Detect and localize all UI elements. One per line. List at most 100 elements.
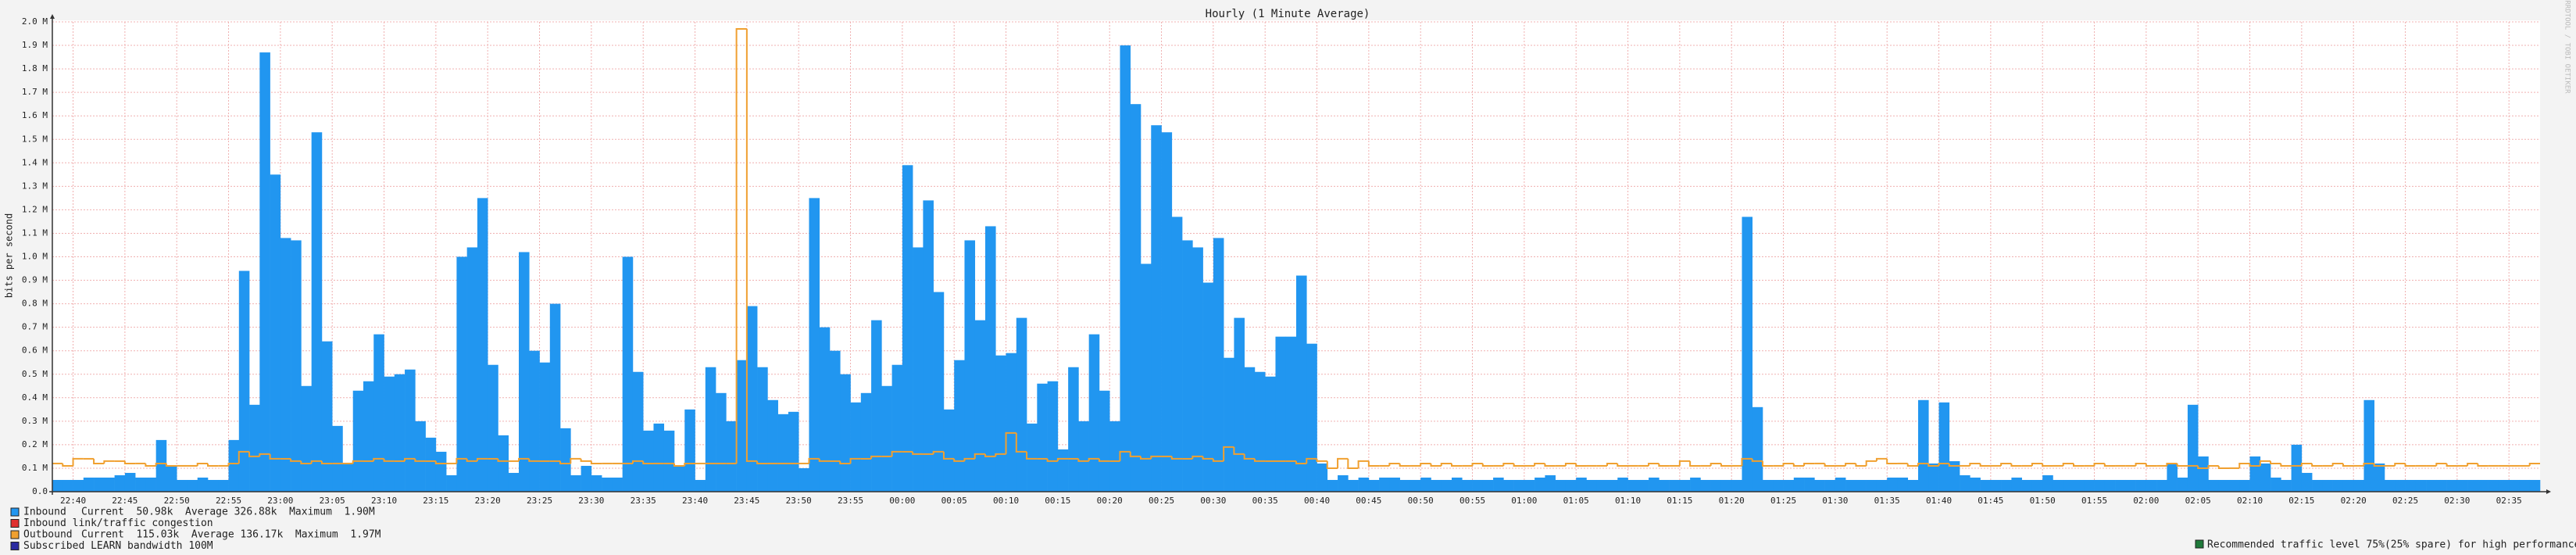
bar <box>1524 479 1535 492</box>
bar <box>2001 479 2012 492</box>
y-tick-label: 0.8 M <box>22 299 48 309</box>
step-line <box>1077 458 1089 462</box>
bar <box>508 472 520 492</box>
x-tick-label: 01:55 <box>2081 496 2107 506</box>
bar <box>2011 477 2022 492</box>
bar <box>529 350 540 492</box>
step-line <box>1056 457 1069 461</box>
step-line <box>2207 464 2219 468</box>
bar <box>2208 479 2220 492</box>
step-line <box>1534 462 1545 466</box>
bar <box>1513 479 1525 492</box>
step-line <box>2528 462 2540 466</box>
step-line <box>1440 462 1452 466</box>
bar <box>1431 479 1442 492</box>
bar <box>218 479 229 492</box>
step-line <box>995 453 1006 457</box>
bar <box>2509 479 2520 492</box>
bar <box>311 132 323 492</box>
y-tick-label: 0.6 M <box>22 346 48 356</box>
bar <box>1793 477 1805 492</box>
bar <box>1720 479 1732 492</box>
x-tick-label: 01:15 <box>1667 496 1692 506</box>
bar <box>1659 479 1670 492</box>
bar <box>1876 479 1888 492</box>
bar <box>902 165 913 492</box>
bar <box>2415 479 2427 492</box>
bar <box>1224 357 1234 492</box>
bar <box>602 477 613 492</box>
bar <box>943 409 955 492</box>
x-tick-label: 01:45 <box>1978 496 2003 506</box>
bar <box>2229 479 2240 492</box>
bar <box>1099 390 1110 492</box>
bar <box>2249 456 2261 492</box>
bar <box>2426 479 2437 492</box>
bar <box>155 439 167 492</box>
bar <box>166 465 177 492</box>
step-line <box>963 457 975 461</box>
x-tick-label: 22:55 <box>216 496 241 506</box>
x-tick-label: 01:10 <box>1615 496 1641 506</box>
step-line <box>1243 453 1255 460</box>
step-line <box>2435 462 2447 466</box>
bar <box>52 479 63 492</box>
x-tick-label: 00:30 <box>1200 496 1226 506</box>
bar <box>1535 477 1545 492</box>
step-line <box>290 458 302 462</box>
step-line <box>684 462 695 466</box>
bar <box>809 198 820 492</box>
bar <box>1866 479 1878 492</box>
bar <box>881 385 892 492</box>
step-line <box>1430 463 1442 467</box>
bar <box>1690 477 1701 492</box>
bar <box>1306 343 1317 492</box>
step-line <box>165 463 177 467</box>
step-line <box>2166 462 2178 466</box>
bar <box>1244 367 1256 492</box>
y-tick-label: 2.0 M <box>22 16 48 27</box>
bar <box>63 479 73 492</box>
bar <box>1317 463 1328 492</box>
bar <box>1824 479 1836 492</box>
bar <box>2436 479 2447 492</box>
step-line <box>497 458 509 462</box>
x-tick-label: 02:00 <box>2133 496 2159 506</box>
x-tick-label: 23:25 <box>527 496 552 506</box>
bar <box>643 430 654 492</box>
bar <box>591 474 602 492</box>
bar <box>549 303 561 492</box>
bar <box>736 360 748 492</box>
x-tick-label: 22:50 <box>164 496 190 506</box>
bar <box>964 240 976 492</box>
bar <box>622 256 634 492</box>
y-tick-label: 0.4 M <box>22 392 48 403</box>
legend-swatch <box>10 507 20 517</box>
bar <box>270 174 281 492</box>
step-line <box>1502 462 1514 466</box>
bar <box>2385 479 2396 492</box>
step-line <box>1513 463 1524 467</box>
legend-stats: Current 115.03k Average 136.17k Maximum … <box>81 529 381 541</box>
step-line <box>891 450 902 457</box>
bar <box>684 409 695 492</box>
x-tick-label: 22:40 <box>60 496 86 506</box>
step-line <box>1088 457 1099 461</box>
step-line <box>942 451 955 460</box>
step-line <box>631 460 644 464</box>
step-line <box>2300 462 2313 466</box>
step-line <box>1544 463 1556 467</box>
step-line <box>2217 465 2229 469</box>
bar <box>2519 479 2531 492</box>
step-line <box>1658 463 1670 467</box>
bar <box>2125 479 2136 492</box>
bar <box>674 465 685 492</box>
step-line <box>870 455 882 459</box>
step-line <box>1917 462 1929 466</box>
step-line <box>2342 463 2354 467</box>
x-tick-label: 01:20 <box>1719 496 1745 506</box>
bar <box>228 439 240 492</box>
step-line <box>1845 462 1856 466</box>
step-line <box>1803 462 1815 466</box>
step-line <box>1253 458 1266 462</box>
